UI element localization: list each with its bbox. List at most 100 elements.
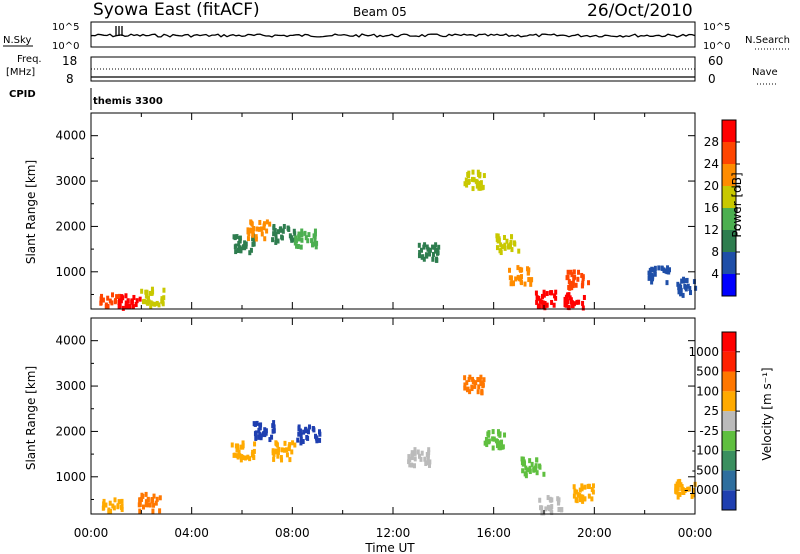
data-cell (420, 450, 424, 456)
data-cell (153, 301, 157, 307)
data-cell (144, 502, 148, 508)
data-cell (482, 377, 486, 383)
data-cell (141, 299, 145, 305)
data-cell (581, 494, 585, 500)
data-cell (577, 269, 581, 275)
data-cell (505, 238, 509, 244)
data-cell (265, 228, 269, 234)
data-cell (674, 483, 678, 489)
data-cell (496, 429, 500, 435)
data-cell (477, 384, 481, 390)
data-cell (475, 179, 479, 185)
data-cell (283, 440, 287, 446)
data-cell (566, 292, 570, 298)
power-bar-label: Power [dB] (730, 172, 744, 237)
data-cell (657, 265, 661, 271)
data-cell (523, 281, 527, 287)
data-cell (428, 462, 432, 468)
data-cell (581, 305, 585, 311)
data-cell (294, 238, 298, 244)
data-cell (134, 302, 138, 308)
data-cell (107, 507, 111, 513)
colorbar-segment (722, 230, 736, 252)
colorbar-tick-label: 25 (704, 404, 719, 418)
colorbar-segment (722, 391, 736, 412)
data-cell (570, 303, 574, 309)
data-cell (237, 245, 241, 251)
data-cell (275, 448, 279, 454)
data-cell (161, 301, 165, 307)
data-cell (251, 449, 255, 455)
data-cell (667, 269, 671, 275)
data-cell (297, 236, 301, 242)
data-cell (471, 186, 475, 192)
data-cell (583, 484, 587, 490)
data-cell (581, 498, 585, 504)
data-cell (140, 496, 144, 502)
y-tick-label: 2000 (55, 219, 86, 233)
data-cell (254, 430, 258, 436)
data-cell (116, 503, 120, 509)
data-cell (148, 502, 152, 508)
data-cell (514, 276, 518, 282)
data-cell (272, 420, 276, 426)
y-tick-label: 2000 (55, 424, 86, 438)
cpid-value: themis 3300 (93, 96, 163, 107)
colorbar-segment (722, 490, 736, 510)
data-cell (583, 496, 587, 502)
data-cell (521, 468, 525, 474)
nave-tick-bottom: 0 (708, 72, 716, 86)
colorbar-tick-label: 8 (711, 245, 719, 259)
velocity-bar-label: Velocity [m s⁻¹] (760, 367, 774, 460)
data-cell (280, 235, 284, 241)
data-cell (281, 228, 285, 234)
data-cell (162, 295, 166, 301)
colorbar-segment (722, 142, 736, 164)
data-cell (535, 457, 539, 463)
colorbar-segment (722, 371, 736, 392)
data-cell (243, 240, 247, 246)
data-cell (302, 429, 306, 435)
data-cell (144, 499, 148, 505)
data-cell (503, 242, 507, 248)
data-cell (120, 294, 124, 300)
colorbar-tick-label: 100 (696, 384, 719, 398)
data-cell (230, 442, 234, 448)
data-cell (234, 443, 238, 449)
data-cell (288, 457, 292, 463)
data-cell (313, 231, 317, 237)
data-cell (502, 235, 506, 241)
data-cell (500, 244, 504, 250)
data-cell (676, 281, 680, 287)
data-cell (580, 272, 584, 278)
data-cell (417, 242, 421, 248)
data-cell (252, 455, 256, 461)
data-cell (138, 296, 142, 302)
data-cell (255, 420, 259, 426)
data-cell (481, 382, 485, 388)
data-cell (546, 495, 550, 501)
data-cell (475, 183, 479, 189)
data-cell (246, 227, 250, 233)
data-cell (463, 385, 467, 391)
data-cell (476, 389, 480, 395)
data-cell (299, 440, 303, 446)
data-cell (311, 426, 315, 432)
data-cell (246, 236, 250, 242)
data-cell (113, 497, 117, 503)
data-cell (550, 290, 554, 296)
data-cell (538, 464, 542, 470)
data-cell (155, 496, 159, 502)
data-cell (685, 277, 689, 283)
data-cell (530, 461, 534, 467)
colorbar-segment (722, 430, 736, 451)
data-cell (578, 487, 582, 493)
data-cell (253, 421, 257, 427)
data-cell (300, 232, 304, 238)
data-cell (132, 294, 136, 300)
data-cell (570, 272, 574, 278)
data-cell (232, 452, 236, 458)
colorbar-segment (722, 252, 736, 274)
data-cell (528, 469, 532, 475)
data-cell (423, 456, 427, 462)
